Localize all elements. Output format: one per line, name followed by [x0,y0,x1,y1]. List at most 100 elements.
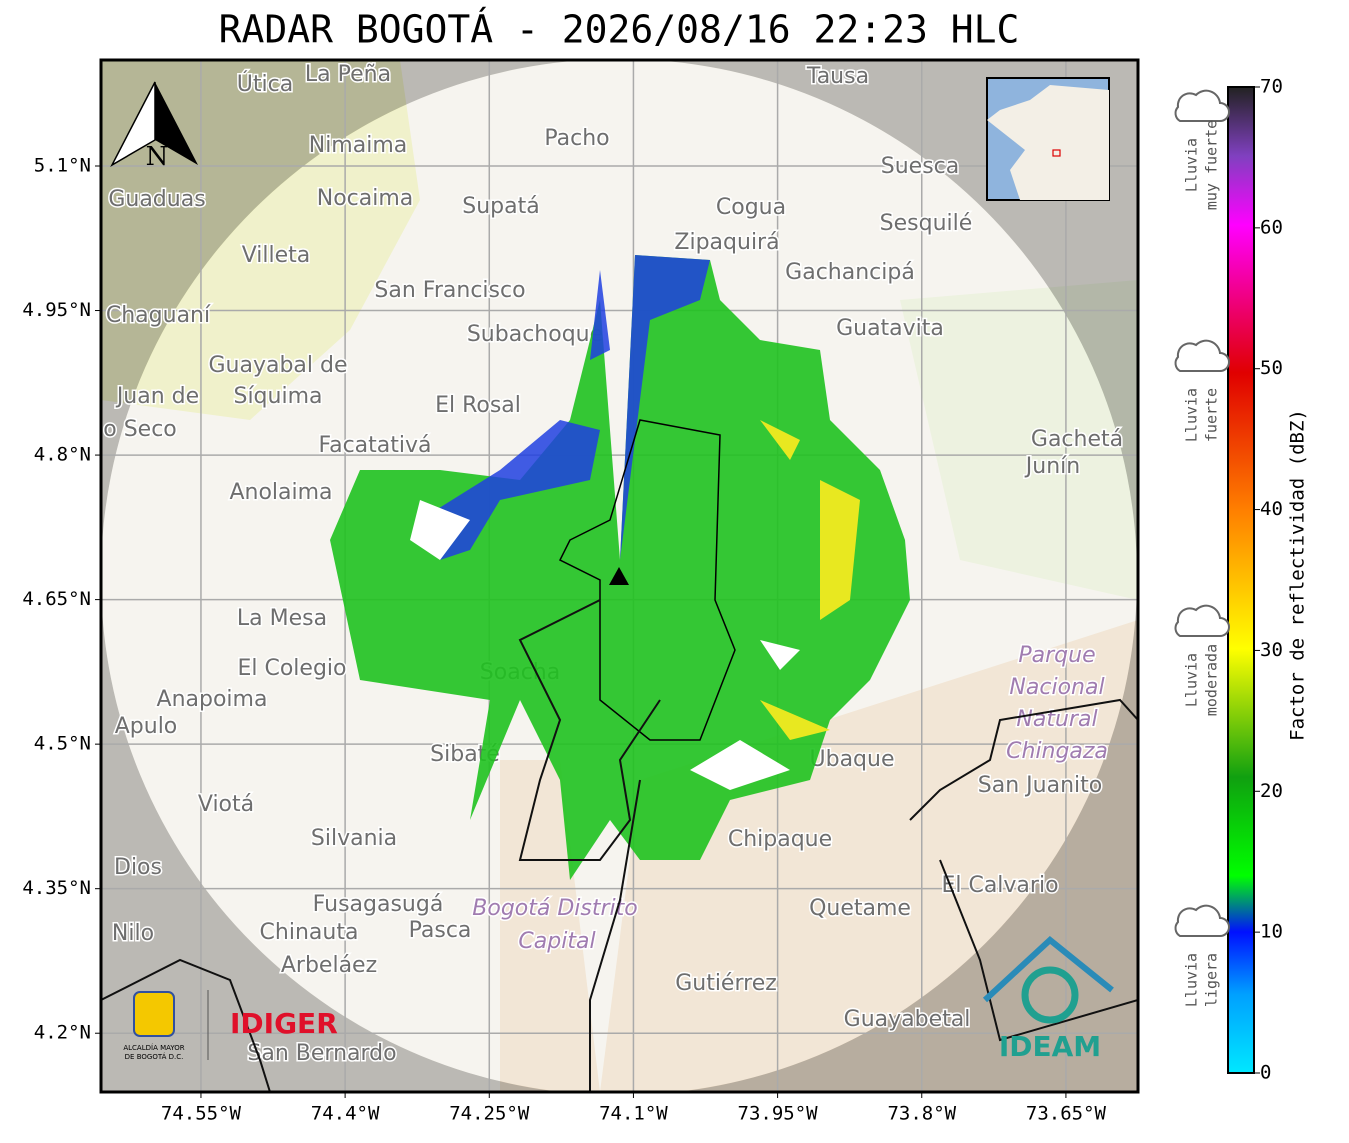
colorbar-tick-label: 30 [1260,639,1283,661]
region [900,280,1138,600]
place-name: Nacional [1009,675,1104,700]
colorbar-tick-label: 0 [1260,1062,1271,1084]
x-tick-label: 74.1°W [599,1103,668,1125]
y-tick-label: 4.65°N [22,588,91,610]
weather-icon [1174,339,1230,372]
district-boundary [558,419,736,741]
place-name: Síquima [233,384,322,409]
place-name: Útica [237,71,293,97]
logo-text: ALCALDÍA MAYOR [123,1043,184,1052]
logo-text: DE BOGOTÁ D.C. [125,1052,184,1061]
colorbar [1227,86,1255,1074]
place-name: Supatá [462,194,539,219]
echo [420,255,710,560]
title: RADAR BOGOTÁ - 2026/08/16 22:23 HLC [219,8,1020,52]
place-name: Gutiérrez [675,971,777,996]
place-name: Pasca [409,918,472,943]
x-tick-label: 73.95°W [738,1103,819,1125]
place-name: Nocaima [317,186,414,211]
place-name: El Calvario [941,873,1058,898]
y-tick-label: 4.5°N [34,733,91,755]
radar-echoes [101,255,1138,1092]
place-name: Parque [1018,643,1095,668]
logo-text: IDIGER [230,1007,338,1040]
colorbar-tick-label: 40 [1260,498,1283,520]
place-name: La Peña [305,62,391,87]
place-name: Subachoque [467,322,603,347]
place-name: Guayabal de [208,353,347,378]
place-name: Quetame [809,896,911,921]
y-tick-label: 5.1°N [34,154,91,176]
place-name: Nilo [112,921,154,946]
y-tick-label: 4.2°N [34,1022,91,1044]
x-tick-label: 73.8°W [887,1103,956,1125]
logos: ALCALDÍA MAYOR DE BOGOTÁ D.C. IDIGER IDE… [123,936,1114,1063]
colorbar-tick-label: 60 [1260,216,1283,238]
place-name: Facatativá [318,433,431,458]
weather-icon [1174,89,1230,122]
place-name: Viotá [198,792,254,817]
legend-label: moderada [1203,644,1221,716]
place-name: Suesca [881,154,959,179]
map-frame [99,58,1140,1094]
weather-icon [1174,904,1230,937]
legend-label: Lluvia [1183,653,1201,707]
legend-label: Lluvia [1183,388,1201,442]
place-name: Chaguaní [106,303,211,328]
legend-item: Lluvia muy fuerte [1174,89,1230,210]
place-name: La Mesa [237,606,327,631]
echo [760,420,860,740]
y-tick-label: 4.35°N [22,877,91,899]
place-name: San Bernardo [247,1041,396,1066]
place-name: Pacho [544,126,609,151]
place-name: Capital [518,929,595,954]
place-name: Chinauta [260,920,359,945]
legend-label: fuerte [1203,388,1221,442]
north-label: N [146,142,169,172]
x-tick-label: 74.25°W [449,1103,530,1125]
place-name: San Juanito [978,773,1102,798]
place-name: Chingaza [1006,739,1108,764]
x-tick-label: 74.55°W [161,1103,242,1125]
colorbar-label: Factor de reflectividad (dBZ) [1287,409,1309,741]
place-name: El Colegio [237,656,346,681]
place-name: Nimaima [309,133,408,158]
weather-icon [1174,604,1230,637]
place-name: Chipaque [728,827,832,852]
graticule [101,60,1138,1092]
place-name: Fusagasugá [313,892,444,917]
place-name: Arbeláez [281,953,377,978]
logo-text: IDEAM [999,1030,1101,1063]
inset-map [986,77,1110,201]
colorbar-tick-label: 20 [1260,780,1283,802]
legend-item: Lluvia ligera [1174,904,1230,1007]
place-name: Guaduas [108,187,205,212]
x-tick-label: 74.4°W [311,1103,380,1125]
place-name: o Seco [103,417,177,442]
place-name: Guatavita [836,316,944,341]
echo [330,255,910,880]
place-name: Guayabetal [844,1007,971,1032]
place-name: Gachancipá [785,260,915,285]
place-name: Zipaquirá [674,230,779,255]
place-name: Anolaima [229,480,332,505]
legend-item: Lluvia moderada [1174,604,1230,716]
legend-label: muy fuerte [1203,120,1221,210]
colorbar-tick-label: 10 [1260,921,1283,943]
place-name: San Francisco [374,278,525,303]
colorbar-tick-label: 70 [1260,76,1283,98]
boundary [518,599,1138,1092]
place-name: El Rosal [435,393,521,418]
place-name: Dios [114,855,162,880]
legend-label: Lluvia [1183,138,1201,192]
place-name: Anapoima [157,687,268,712]
place-names: Útica La Peña Tausa Nimaima Pacho Suesca Guadu… [102,61,1125,1068]
y-tick-label: 4.95°N [22,299,91,321]
map: Útica La Peña Tausa Nimaima Pacho Suesca Guadu… [101,60,1138,1092]
place-name: Juan de [115,384,199,409]
colorbar-tick-label: 50 [1260,357,1283,379]
legend-label: Lluvia [1183,953,1201,1007]
north-arrow: N [110,81,198,172]
